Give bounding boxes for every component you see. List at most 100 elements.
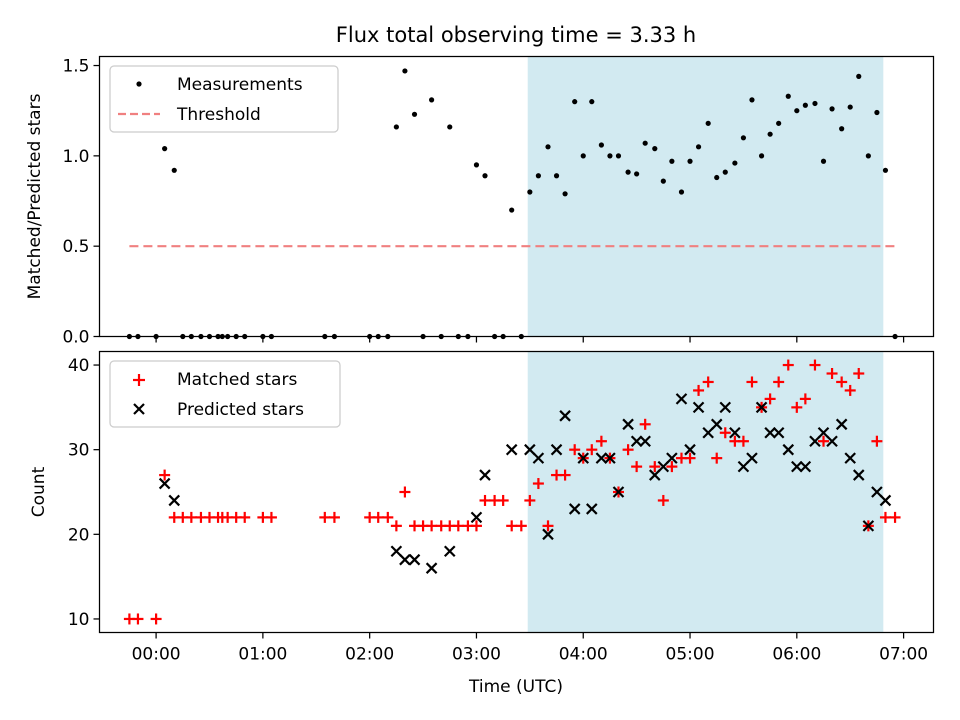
x-axis-label: Time (UTC) (468, 677, 563, 697)
predicted-star-point (675, 393, 688, 405)
legend-predicted-label: Predicted stars (177, 400, 304, 420)
measurement-point (625, 169, 631, 175)
predicted-star-point (862, 520, 875, 532)
predicted-star-point (719, 401, 732, 414)
measurement-point (802, 102, 808, 108)
matched-star-point (426, 520, 438, 532)
bottom-y-tick-label: 40 (68, 356, 90, 376)
legend-matched-marker (133, 374, 145, 386)
top-legend-box (109, 65, 339, 133)
matched-star-point (452, 520, 464, 532)
measurement-point (411, 111, 418, 117)
matched-star-point (737, 435, 749, 447)
measurement-point (162, 146, 168, 152)
matched-star-point (328, 511, 340, 523)
matched-star-point (132, 613, 144, 625)
measurement-point (580, 153, 586, 159)
chart-title: Flux total observing time = 3.33 h (336, 23, 696, 47)
measurement-point (678, 189, 685, 195)
bottom-predicted-stars (158, 393, 892, 574)
matched-star-point (631, 461, 643, 473)
matched-star-point (693, 384, 705, 396)
matched-star-point (497, 494, 509, 506)
legend-matched-label: Matched stars (177, 370, 297, 390)
bottom-y-axis-label: Count (29, 466, 49, 517)
predicted-star-point (168, 494, 181, 507)
top-y-ticks: 0.0 0.5 1.0 1.5 (62, 57, 100, 348)
predicted-star-point (844, 452, 856, 464)
matched-star-point (666, 461, 678, 473)
measurement-point (598, 142, 604, 148)
predicted-star-point (649, 469, 661, 481)
matched-star-point (239, 511, 251, 523)
matched-star-point (185, 511, 197, 523)
matched-star-point (515, 520, 527, 532)
predicted-star-point (622, 418, 634, 431)
measurement-point (171, 167, 177, 173)
bottom-y-tick-label: 20 (68, 525, 90, 545)
bottom-panel-span (527, 351, 884, 633)
measurement-point (714, 174, 720, 181)
predicted-star-point (835, 418, 848, 431)
measurement-point (687, 158, 693, 164)
predicted-star-point (559, 410, 571, 422)
predicted-star-point (871, 486, 883, 498)
bottom-y-tick-label: 30 (68, 441, 90, 461)
measurement-point (865, 153, 871, 159)
predicted-star-point (630, 435, 643, 447)
matched-star-point (159, 469, 171, 481)
bottom-x-tick-label: 01:00 (238, 645, 287, 665)
predicted-star-point (443, 545, 456, 558)
measurement-point (509, 207, 515, 213)
top-y-tick-label: 0.5 (62, 237, 89, 257)
bottom-x-tick-label: 02:00 (345, 645, 394, 665)
predicted-star-point (826, 435, 838, 447)
measurement-point (812, 100, 818, 107)
predicted-star-point (568, 503, 581, 515)
matched-star-point (470, 520, 482, 532)
predicted-star-point (729, 426, 741, 439)
predicted-star-point (408, 553, 421, 566)
predicted-star-point (470, 511, 483, 524)
measurement-point (776, 120, 782, 126)
top-y-tick-label: 1.0 (62, 147, 89, 167)
predicted-star-point (639, 435, 651, 447)
predicted-star-point (532, 452, 545, 464)
matched-star-point (319, 511, 331, 523)
matched-star-point (639, 418, 651, 430)
bottom-matched-stars (123, 359, 901, 625)
measurement-point (669, 158, 675, 164)
measurement-point (794, 108, 800, 114)
measurement-point (615, 153, 622, 159)
bottom-x-tick-label: 03:00 (452, 645, 501, 665)
top-legend: Measurements Threshold (109, 65, 339, 133)
bottom-legend-box (109, 360, 341, 428)
matched-star-point (622, 444, 634, 456)
bottom-x-ticks: 00:00 01:00 02:00 03:00 04:00 05:00 06:00 07:00 (132, 632, 928, 665)
matched-star-point (879, 511, 891, 523)
top-y-tick-label: 1.5 (62, 57, 89, 77)
measurement-point (856, 73, 862, 79)
predicted-star-point (799, 460, 812, 473)
measurement-point (572, 99, 578, 105)
measurement-point (874, 109, 880, 116)
measurement-point (553, 173, 560, 179)
predicted-star-point (586, 503, 598, 515)
matched-star-point (702, 376, 714, 388)
legend-measurements-label: Measurements (177, 75, 303, 95)
measurement-point (705, 120, 711, 126)
matched-star-point (390, 520, 402, 532)
measurement-point (722, 169, 728, 175)
predicted-star-point (746, 452, 758, 464)
predicted-star-point (505, 443, 518, 456)
measurement-point (473, 162, 480, 168)
matched-star-point (711, 452, 723, 464)
measurement-point (695, 144, 702, 150)
measurement-point (535, 173, 541, 179)
predicted-star-point (158, 477, 171, 490)
measurement-point (820, 158, 827, 164)
measurement-point (758, 153, 765, 159)
predicted-star-point (542, 528, 554, 541)
top-y-axis-label: Matched/Predicted stars (25, 93, 45, 299)
